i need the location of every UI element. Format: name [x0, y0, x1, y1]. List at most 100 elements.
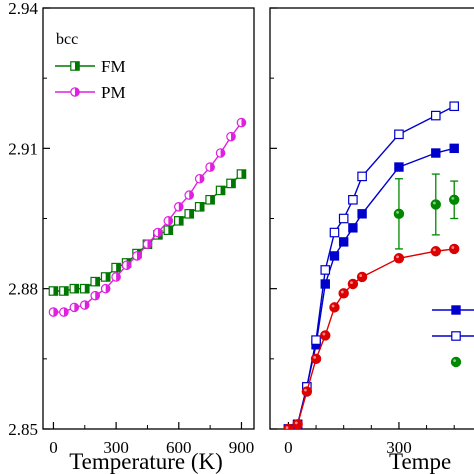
legend-marker — [451, 305, 461, 315]
data-point-fm — [48, 286, 59, 296]
data-point-pm — [184, 190, 195, 200]
data-point-pm — [163, 216, 174, 226]
left-x-tick-label: 900 — [229, 438, 255, 457]
right-data-point-2 — [347, 278, 359, 290]
data-point-fm — [205, 194, 215, 205]
right-x-tick-label: 0 — [284, 438, 293, 457]
data-point-pm — [215, 148, 226, 158]
data-point-pm — [236, 117, 247, 128]
right-data-point-2 — [301, 386, 313, 397]
right-legend-item-1 — [432, 331, 474, 341]
right-x-axis-title: Tempe — [389, 449, 451, 474]
data-point-fm — [90, 276, 101, 287]
right-data-point-1 — [348, 194, 358, 205]
right-series-line-2 — [288, 248, 455, 429]
data-point-pm — [173, 202, 184, 212]
legend-marker — [450, 356, 462, 368]
right-data-point-0 — [357, 209, 367, 219]
left-panel-label: bcc — [56, 31, 78, 48]
data-point-pm — [111, 272, 121, 282]
data-point-pm — [90, 290, 101, 301]
data-point-fm — [215, 185, 226, 196]
right-data-point-3 — [449, 194, 460, 205]
data-point-fm — [100, 272, 111, 282]
data-point-fm — [226, 178, 236, 189]
data-point-pm — [142, 239, 153, 250]
legend-marker — [451, 331, 461, 341]
legend-item-pm: PM — [55, 83, 126, 102]
right-data-point-1 — [449, 101, 460, 112]
right-series-group — [283, 101, 460, 429]
right-data-point-0 — [394, 162, 404, 172]
right-data-point-3 — [393, 208, 405, 220]
right-data-point-0 — [431, 148, 441, 158]
right-legend-item-0 — [432, 305, 474, 315]
right-data-point-1 — [430, 110, 441, 121]
left-legend: FM PM — [55, 57, 126, 102]
data-point-fm — [79, 283, 90, 294]
right-data-point-1 — [311, 335, 321, 345]
left-x-axis-title: Temperature (K) — [69, 449, 223, 474]
left-y-tick-label: 2.85 — [8, 420, 38, 439]
right-data-point-1 — [329, 227, 340, 238]
data-point-pm — [132, 251, 142, 261]
left-y-tick-label: 2.91 — [8, 139, 38, 158]
left-x-tick-label: 600 — [166, 438, 192, 457]
legend-item-fm: FM — [55, 57, 126, 76]
right-data-point-0 — [449, 143, 459, 154]
right-axes: 0 300 — [270, 7, 455, 457]
right-series-line-0 — [288, 147, 455, 429]
series-line-fm — [53, 173, 242, 292]
right-data-point-2 — [329, 302, 340, 313]
right-data-point-2 — [356, 271, 368, 283]
right-legend-item-3 — [450, 356, 462, 368]
right-data-point-2 — [393, 253, 405, 264]
left-panel: 0 300 600 900 2.85 2.88 2.91 2.94 FM PM bcc Temp… — [8, 0, 255, 474]
left-plot-frame — [42, 7, 255, 430]
left-x-tick-label: 300 — [103, 438, 129, 457]
right-data-point-2 — [310, 353, 322, 365]
data-point-fm — [173, 216, 184, 226]
left-series-group — [48, 117, 247, 317]
data-point-pm — [59, 307, 69, 317]
data-point-fm — [59, 286, 69, 296]
right-data-point-1 — [320, 265, 331, 275]
data-point-fm — [163, 225, 174, 235]
right-data-point-2 — [449, 243, 460, 255]
right-data-point-2 — [430, 246, 441, 257]
data-point-pm — [100, 283, 111, 294]
data-point-pm — [69, 302, 80, 313]
right-x-tick-label: 300 — [386, 438, 412, 457]
right-panel: 0 300 Tempe — [269, 7, 474, 474]
data-point-fm — [184, 209, 195, 219]
data-point-pm — [226, 131, 236, 142]
right-data-point-2 — [283, 423, 294, 429]
right-data-point-0 — [348, 223, 358, 233]
right-plot-frame — [269, 7, 474, 430]
right-data-point-1 — [338, 213, 349, 224]
right-data-point-1 — [357, 171, 367, 182]
data-point-pm — [48, 307, 59, 317]
right-data-point-0 — [320, 279, 330, 289]
right-data-point-0 — [338, 237, 349, 247]
series-line-pm — [53, 122, 243, 313]
right-series-line-1 — [288, 105, 455, 429]
right-legend — [432, 305, 474, 368]
left-axes: 0 300 600 900 2.85 2.88 2.91 2.94 — [8, 0, 254, 457]
left-x-tick-label: 0 — [49, 438, 58, 457]
right-data-point-3 — [430, 199, 441, 210]
data-point-fm — [236, 169, 247, 179]
left-y-tick-label: 2.88 — [8, 280, 38, 299]
data-point-pm — [79, 300, 90, 310]
legend-label: FM — [101, 57, 126, 76]
right-data-point-2 — [338, 288, 349, 299]
right-data-point-2 — [320, 330, 331, 341]
right-data-point-0 — [329, 251, 340, 261]
data-point-pm — [121, 260, 132, 271]
left-y-tick-label: 2.94 — [8, 0, 38, 18]
data-point-fm — [111, 262, 121, 273]
legend-marker — [70, 61, 80, 71]
data-point-pm — [194, 173, 205, 184]
right-data-point-1 — [394, 129, 404, 140]
